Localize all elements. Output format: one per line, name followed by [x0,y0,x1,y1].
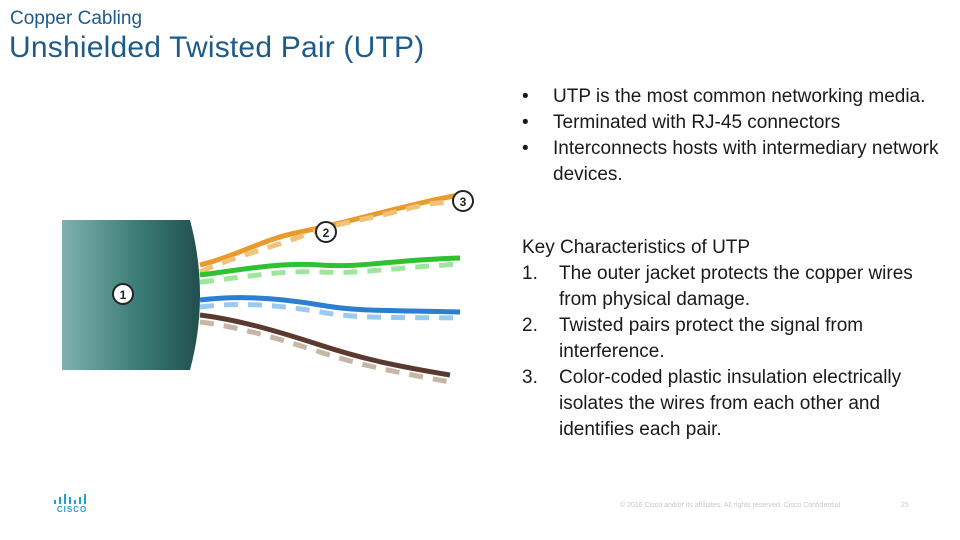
bullet-text: Terminated with RJ-45 connectors [553,112,841,133]
green-pair [199,255,461,285]
svg-text:3: 3 [460,195,467,209]
bullet-dot: • [522,86,529,107]
key-item: 1. The outer jacket protects the copper w… [522,261,942,313]
key-heading: Key Characteristics of UTP [522,237,751,258]
key-item-number: 1. [522,263,538,284]
callout-1: 1 [112,283,134,305]
bullet-text: Interconnects hosts with intermediary ne… [553,138,939,185]
svg-text:1: 1 [120,288,127,302]
key-item-text: The outer jacket protects the copper wir… [559,263,913,310]
key-characteristics: Key Characteristics of UTP 1. The outer j… [522,235,942,443]
bullet-list: • UTP is the most common networking media… [520,84,940,188]
section-subtitle: Copper Cabling [10,8,143,29]
blue-pair [199,295,461,321]
utp-cable-illustration: 1 2 3 [62,190,474,385]
bullet-item: • UTP is the most common networking media… [520,84,940,110]
cisco-logo: CISCO [52,493,92,515]
page-number: 25 [901,502,909,509]
cisco-bars-icon [54,494,86,504]
key-item-text: Twisted pairs protect the signal from in… [559,315,864,362]
twisted-pairs [198,192,463,385]
bullet-item: • Terminated with RJ-45 connectors [520,110,940,136]
key-item-number: 2. [522,315,538,336]
callout-2: 2 [315,221,337,243]
brown-pair [199,312,451,385]
bullet-item: • Interconnects hosts with intermediary n… [520,136,940,188]
key-item: 2. Twisted pairs protect the signal from … [522,313,942,365]
page-title: Unshielded Twisted Pair (UTP) [9,31,425,64]
bullet-text: UTP is the most common networking media. [553,86,926,107]
orange-pair [198,192,463,275]
copyright-footer: © 2016 Cisco and/or its affiliates. All … [620,502,841,509]
key-item-number: 3. [522,367,538,388]
svg-text:2: 2 [323,226,330,240]
bullet-dot: • [522,138,529,159]
cisco-logo-text: CISCO [56,505,88,514]
bullet-dot: • [522,112,529,133]
callout-3: 3 [452,190,474,212]
key-item-text: Color-coded plastic insulation electrica… [559,367,902,440]
key-item: 3. Color-coded plastic insulation electri… [522,365,942,443]
